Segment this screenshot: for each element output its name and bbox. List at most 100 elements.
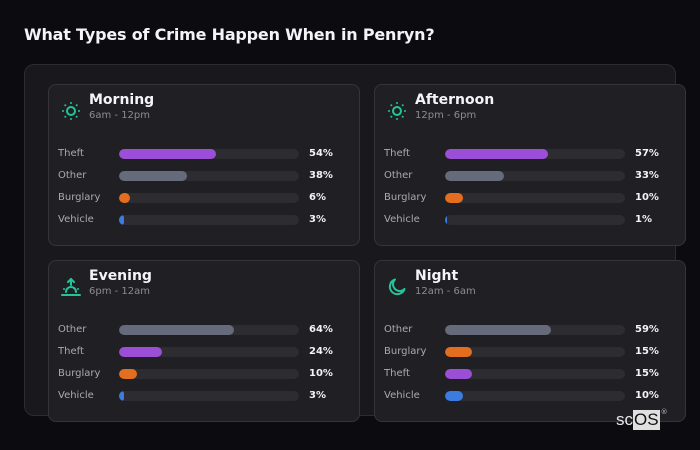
bar-label: Burglary [58, 368, 101, 379]
bar-fill [445, 347, 472, 357]
bar-label: Theft [58, 346, 84, 357]
logo-sc: sc [616, 410, 633, 429]
bar-value: 15% [635, 346, 659, 357]
bar-track [119, 215, 299, 225]
bar-fill [119, 215, 125, 225]
bar-row: Theft 15% [375, 367, 685, 381]
bar-fill [119, 325, 235, 335]
bar-label: Vehicle [58, 390, 94, 401]
bar-value: 10% [635, 390, 659, 401]
card-night: Night 12am - 6am Other 59% Burglary 15% Thef… [374, 260, 686, 422]
sunset-icon [61, 277, 81, 296]
bar-value: 1% [635, 214, 652, 225]
bar-track [445, 369, 625, 379]
bar-row: Vehicle 3% [49, 389, 359, 403]
bar-row: Vehicle 1% [375, 213, 685, 227]
card-morning: Morning 6am - 12pm Theft 54% Other 38% Burgl… [48, 84, 360, 246]
bar-track [119, 369, 299, 379]
bar-row: Burglary 15% [375, 345, 685, 359]
bar-fill [445, 325, 552, 335]
bar-track [445, 325, 625, 335]
bar-track [119, 171, 299, 181]
bar-value: 64% [309, 324, 333, 335]
bar-track [119, 325, 299, 335]
card-evening: Evening 6pm - 12am Other 64% Theft 24% Burgl… [48, 260, 360, 422]
bar-row: Burglary 10% [49, 367, 359, 381]
bar-track [445, 171, 625, 181]
bar-fill [445, 193, 463, 203]
card-title: Morning [89, 92, 155, 108]
bar-value: 3% [309, 214, 326, 225]
bar-track [445, 193, 625, 203]
bar-label: Other [58, 170, 87, 181]
sun-icon [388, 102, 406, 120]
bar-value: 54% [309, 148, 333, 159]
bar-row: Burglary 6% [49, 191, 359, 205]
bar-label: Vehicle [384, 214, 420, 225]
bar-fill [445, 171, 505, 181]
bar-row: Other 64% [49, 323, 359, 337]
bar-track [445, 391, 625, 401]
bar-value: 24% [309, 346, 333, 357]
bar-value: 57% [635, 148, 659, 159]
bar-label: Theft [384, 368, 410, 379]
bar-fill [119, 347, 163, 357]
bar-track [119, 391, 299, 401]
bar-row: Vehicle 10% [375, 389, 685, 403]
bar-row: Theft 24% [49, 345, 359, 359]
card-title: Evening [89, 268, 152, 284]
moon-icon [388, 278, 406, 296]
bar-row: Other 59% [375, 323, 685, 337]
bar-value: 15% [635, 368, 659, 379]
bar-row: Vehicle 3% [49, 213, 359, 227]
card-title: Afternoon [415, 92, 495, 108]
bar-fill [445, 215, 447, 225]
card-title: Night [415, 268, 459, 284]
bar-row: Burglary 10% [375, 191, 685, 205]
bar-track [445, 215, 625, 225]
bar-fill [119, 391, 125, 401]
bar-track [445, 149, 625, 159]
bar-fill [119, 149, 217, 159]
bar-fill [445, 149, 548, 159]
bar-value: 3% [309, 390, 326, 401]
sun-icon [62, 102, 80, 120]
bar-fill [445, 391, 463, 401]
bar-row: Other 33% [375, 169, 685, 183]
bar-track [119, 347, 299, 357]
bar-label: Vehicle [58, 214, 94, 225]
card-subtitle: 12am - 6am [415, 286, 476, 297]
bar-value: 10% [309, 368, 333, 379]
bar-label: Theft [58, 148, 84, 159]
bar-track [119, 193, 299, 203]
bar-label: Burglary [384, 192, 427, 203]
bar-label: Vehicle [384, 390, 420, 401]
bar-row: Other 38% [49, 169, 359, 183]
page-title: What Types of Crime Happen When in Penry… [24, 25, 435, 44]
bar-track [119, 149, 299, 159]
bar-value: 33% [635, 170, 659, 181]
bar-value: 10% [635, 192, 659, 203]
bar-value: 59% [635, 324, 659, 335]
bar-track [445, 347, 625, 357]
logo-os: OS [633, 410, 660, 430]
bar-value: 6% [309, 192, 326, 203]
bar-fill [119, 369, 137, 379]
bar-label: Other [384, 324, 413, 335]
bar-value: 38% [309, 170, 333, 181]
bar-label: Burglary [58, 192, 101, 203]
bar-fill [445, 369, 472, 379]
bar-fill [119, 193, 130, 203]
card-subtitle: 6am - 12pm [89, 110, 151, 121]
bar-label: Burglary [384, 346, 427, 357]
bar-label: Theft [384, 148, 410, 159]
card-afternoon: Afternoon 12pm - 6pm Theft 57% Other 33% Bur… [374, 84, 686, 246]
card-subtitle: 12pm - 6pm [415, 110, 477, 121]
bar-row: Theft 54% [49, 147, 359, 161]
bar-row: Theft 57% [375, 147, 685, 161]
card-subtitle: 6pm - 12am [89, 286, 151, 297]
scos-logo: sc OS ® [616, 408, 668, 430]
bar-label: Other [384, 170, 413, 181]
logo-registered: ® [660, 408, 668, 416]
bar-label: Other [58, 324, 87, 335]
